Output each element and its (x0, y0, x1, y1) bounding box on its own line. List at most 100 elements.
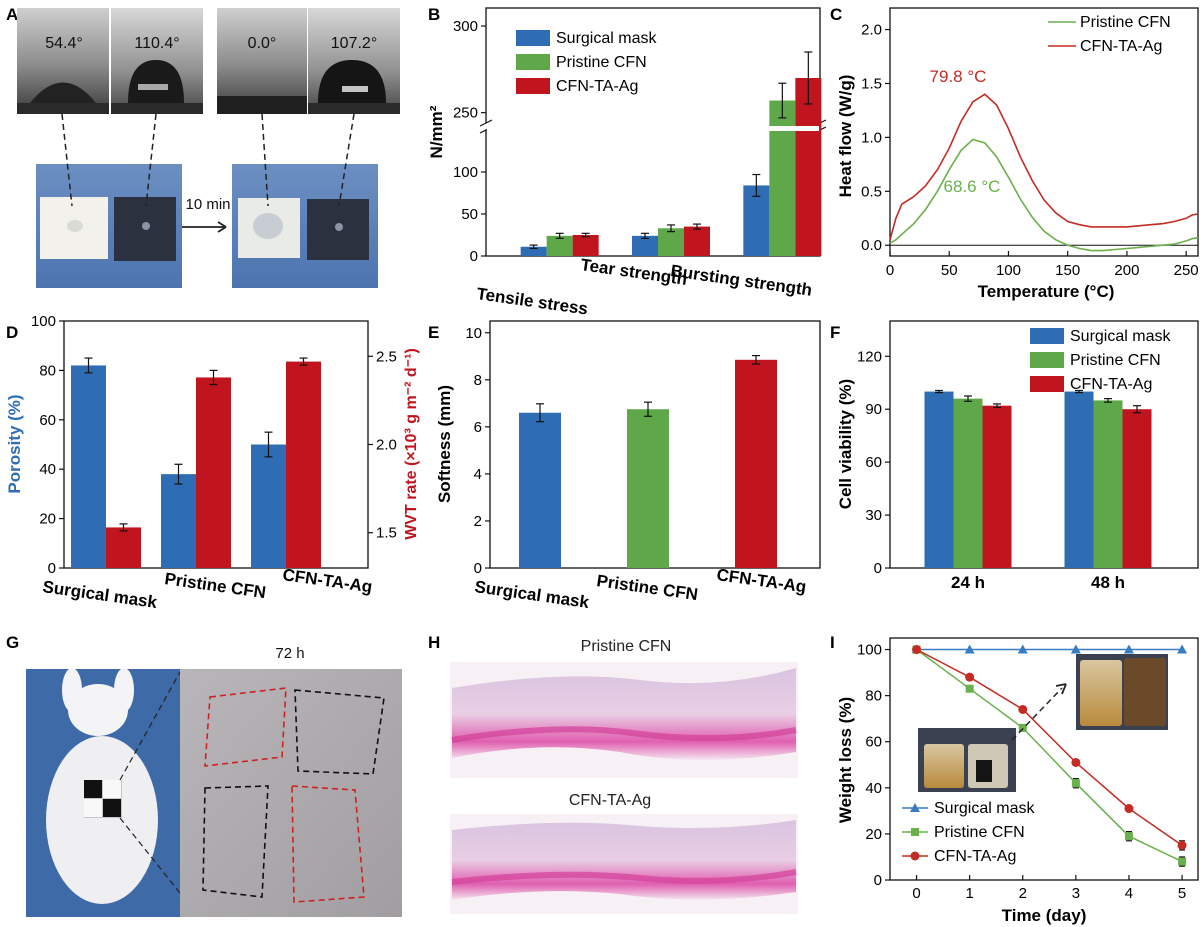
chart-f-bar-0-0 (924, 391, 954, 568)
chart-d-ytick-0-label: 0 (48, 560, 56, 577)
chart-c-ytick-1-label: 0.5 (861, 183, 882, 200)
chart-b-bar-1-0 (632, 235, 658, 256)
zoom-line-g-1 (119, 671, 181, 781)
chart-d-bar-wvt-0 (106, 527, 141, 568)
degradation-arrow (1011, 687, 1063, 741)
substrate-4 (308, 103, 400, 114)
chart-i-ytick-4-label: 80 (865, 688, 882, 705)
jar-degraded-2 (1124, 658, 1166, 726)
droplet-highlight-4 (342, 86, 368, 92)
chart-b-ytick-2-label: 100 (453, 164, 478, 181)
zoom-line-g-2 (119, 817, 201, 919)
sample-in-jar (976, 760, 992, 782)
chart-i-marker-2-3 (1071, 757, 1081, 767)
droplet-shape-2 (128, 60, 184, 103)
degradation-arrow-head (1055, 683, 1067, 695)
chart-e-category-0: Surgical mask (473, 577, 590, 612)
chart-c-xtick-label-3: 150 (1055, 262, 1080, 279)
chart-i-marker-2-0 (912, 645, 922, 655)
chart-f-ylabel: Cell viability (%) (836, 379, 855, 509)
panel-letter-h: H (428, 633, 440, 652)
chart-e-ytick-0-label: 0 (474, 560, 482, 577)
chart-b-ylabel: N/mm² (427, 105, 446, 158)
panel-letter-f: F (830, 323, 840, 342)
chart-i-legend-marker-2 (910, 851, 920, 861)
chart-e-marks: 0 2 4 6 8 10 Surgical mask Pristine CFN CFN-TA-A… (435, 320, 821, 612)
time-arrow-label: 10 min (185, 196, 230, 213)
chart-i-xtick-label-0: 0 (912, 885, 920, 902)
tissue-basal-line-bottom (451, 869, 797, 885)
panel-letter-e: E (428, 323, 439, 342)
chart-f-bar-1-2 (1122, 409, 1152, 568)
chart-d-ytick-2-label: 40 (39, 461, 56, 478)
chart-f-ytick-4-label: 120 (857, 348, 882, 365)
chart-b-legend-swatch-1 (516, 54, 550, 70)
chart-f-ytick-3-label: 90 (865, 401, 882, 418)
chart-i-marker-1-2 (1018, 723, 1027, 732)
chart-i-marker-0-4 (1123, 644, 1134, 654)
chart-e-bar-1 (627, 409, 669, 568)
chart-d-bar-porosity-2 (251, 444, 286, 568)
panel-e: E 0 2 4 6 8 10 Surgical mask Pristine CFN CFN-TA… (428, 320, 821, 612)
panel-c: C 0.0 0.5 1.0 1.5 2.0 0 50 100 150 200 250 79.8 °C 6… (830, 5, 1199, 301)
substrate-2 (111, 103, 203, 114)
chart-d-category-1: Pristine CFN (163, 569, 267, 602)
chart-d-y2tick-1-label: 2.0 (376, 437, 397, 454)
chart-b-bar-0-1 (546, 235, 573, 256)
chart-d-ylabel: Porosity (%) (5, 394, 24, 493)
chart-f-bar-1-1 (1093, 400, 1123, 568)
chart-i-xtick-label-3: 3 (1072, 885, 1080, 902)
chart-d-ytick-5-label: 100 (31, 313, 56, 330)
chart-e-category-1: Pristine CFN (595, 571, 699, 604)
chart-f-bar-0-2 (982, 405, 1012, 568)
droplet-shape-1 (30, 82, 96, 103)
chart-c-marks: 0.0 0.5 1.0 1.5 2.0 0 50 100 150 200 250 79.8 °C 68.… (836, 7, 1199, 301)
chart-i-ytick-0-label: 0 (874, 872, 882, 889)
chart-f-marks: 0 30 60 90 120 24 h 48 h Cell viability (%) Surg… (836, 320, 1199, 592)
chart-e-bar-2 (735, 359, 777, 568)
chart-b-category-2: Bursting strength (669, 261, 813, 300)
panel-g: G 72 h (6, 633, 402, 919)
chart-i-legend-label-2: CFN-TA-Ag (934, 848, 1016, 865)
chart-i-marker-0-2 (1017, 644, 1028, 654)
chart-e-ylabel: Softness (mm) (435, 385, 454, 503)
chart-d-category-0: Surgical mask (41, 577, 158, 612)
histology-label-bottom: CFN-TA-Ag (569, 792, 651, 809)
chart-i-ytick-5-label: 100 (857, 642, 882, 659)
water-drop-on-mask (67, 220, 83, 232)
zoom-line-3 (261, 113, 269, 207)
chart-c-ylabel: Heat flow (W/g) (836, 75, 855, 198)
chart-i-marker-1-3 (1071, 779, 1080, 788)
chart-f-legend-label-1: Pristine CFN (1070, 352, 1161, 369)
chart-i-marker-0-1 (964, 644, 975, 654)
chart-c-xtick-label-0: 0 (886, 262, 894, 279)
chart-d-bar-porosity-1 (161, 474, 196, 568)
chart-c-line-0 (889, 138, 1199, 252)
chart-d-y2tick-0-label: 1.5 (376, 525, 397, 542)
rabbit-head (68, 684, 128, 736)
chart-e-ytick-1-label: 2 (474, 513, 482, 530)
chart-b-legend-swatch-0 (516, 30, 550, 46)
chart-c-line-1 (889, 93, 1199, 241)
contact-angle-1: 54.4° (45, 35, 83, 52)
chart-b-ytick-3-label: 250 (453, 105, 478, 122)
chart-i-marker-2-5 (1177, 840, 1187, 850)
chart-i-marker-2-2 (1018, 704, 1028, 714)
panel-f: F 0 30 60 90 120 24 h 48 h Cell viability (%) Su… (830, 320, 1199, 592)
chart-i-marker-1-5 (1178, 857, 1187, 866)
jar-initial-1 (924, 744, 964, 788)
tissue-band-top (452, 668, 796, 760)
chart-f-category-0: 24 h (951, 573, 985, 592)
panel-letter-b: B (428, 5, 440, 24)
time-label-72h: 72 h (275, 645, 304, 662)
chart-b-bar-0-2 (572, 235, 599, 256)
chart-e-ytick-4-label: 8 (474, 372, 482, 389)
panel-letter-c: C (830, 5, 842, 24)
chart-f-bar-0-1 (953, 398, 983, 568)
contact-angle-3: 0.0° (248, 35, 277, 52)
chart-b-ytick-4-label: 300 (453, 18, 478, 35)
wound-box-red-1 (204, 687, 287, 767)
chart-i-legend-marker-0 (910, 803, 920, 812)
chart-c-legend-label-0: Pristine CFN (1080, 14, 1171, 31)
